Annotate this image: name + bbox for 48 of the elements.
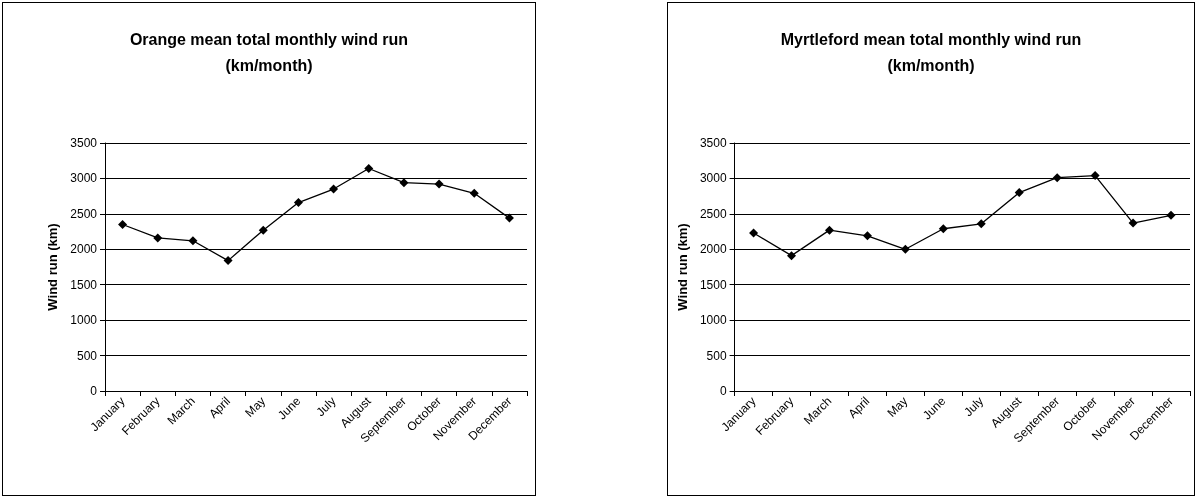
x-tick-label: July bbox=[961, 394, 987, 420]
point bbox=[504, 213, 514, 223]
y-axis-title: Wind run (km) bbox=[675, 223, 690, 311]
point bbox=[1128, 218, 1138, 228]
y-tick-label: 1000 bbox=[70, 313, 98, 328]
y-tick-label: 2500 bbox=[699, 206, 727, 221]
y-tick-label: 0 bbox=[719, 384, 727, 398]
y-tick-label: 500 bbox=[76, 348, 98, 363]
x-tick-label: July bbox=[313, 394, 339, 420]
point bbox=[824, 225, 834, 235]
point bbox=[787, 251, 797, 261]
y-axis-title: Wind run (km) bbox=[45, 223, 61, 311]
y-tick-label: 2000 bbox=[70, 242, 98, 257]
y-tick-label: 3500 bbox=[699, 136, 727, 150]
y-tick-label: 3000 bbox=[70, 171, 98, 186]
point bbox=[976, 219, 986, 229]
chart-title: Orange mean total monthly wind run (km/month) bbox=[129, 30, 409, 74]
y-tick-label: 2500 bbox=[70, 206, 98, 221]
point bbox=[293, 198, 303, 208]
point bbox=[1052, 173, 1062, 183]
x-tick-label: May bbox=[242, 394, 269, 420]
point bbox=[1014, 188, 1024, 198]
y-tick-label: 3500 bbox=[70, 136, 98, 150]
x-tick-label: May bbox=[884, 394, 911, 420]
y-tick-label: 500 bbox=[706, 348, 727, 363]
y-tick-label: 2000 bbox=[699, 242, 727, 257]
y-tick-label: 1500 bbox=[699, 277, 727, 292]
point bbox=[900, 244, 910, 254]
point bbox=[749, 228, 759, 238]
point bbox=[1090, 171, 1100, 181]
y-tick-label: 3000 bbox=[699, 171, 727, 186]
point bbox=[364, 164, 374, 174]
point bbox=[188, 236, 198, 246]
y-tick-label: 1500 bbox=[70, 277, 98, 292]
point bbox=[1166, 210, 1176, 220]
point bbox=[399, 178, 409, 188]
point bbox=[938, 224, 948, 234]
chart-title: Myrtleford mean total monthly wind run (km/month) bbox=[780, 30, 1082, 74]
point bbox=[469, 188, 479, 198]
point bbox=[153, 233, 163, 243]
point bbox=[258, 225, 268, 235]
y-tick-label: 1000 bbox=[699, 313, 727, 328]
point bbox=[223, 256, 233, 266]
point bbox=[118, 219, 128, 229]
point bbox=[862, 231, 872, 241]
point bbox=[329, 184, 339, 194]
point bbox=[434, 179, 444, 189]
y-tick-label: 0 bbox=[90, 384, 98, 398]
